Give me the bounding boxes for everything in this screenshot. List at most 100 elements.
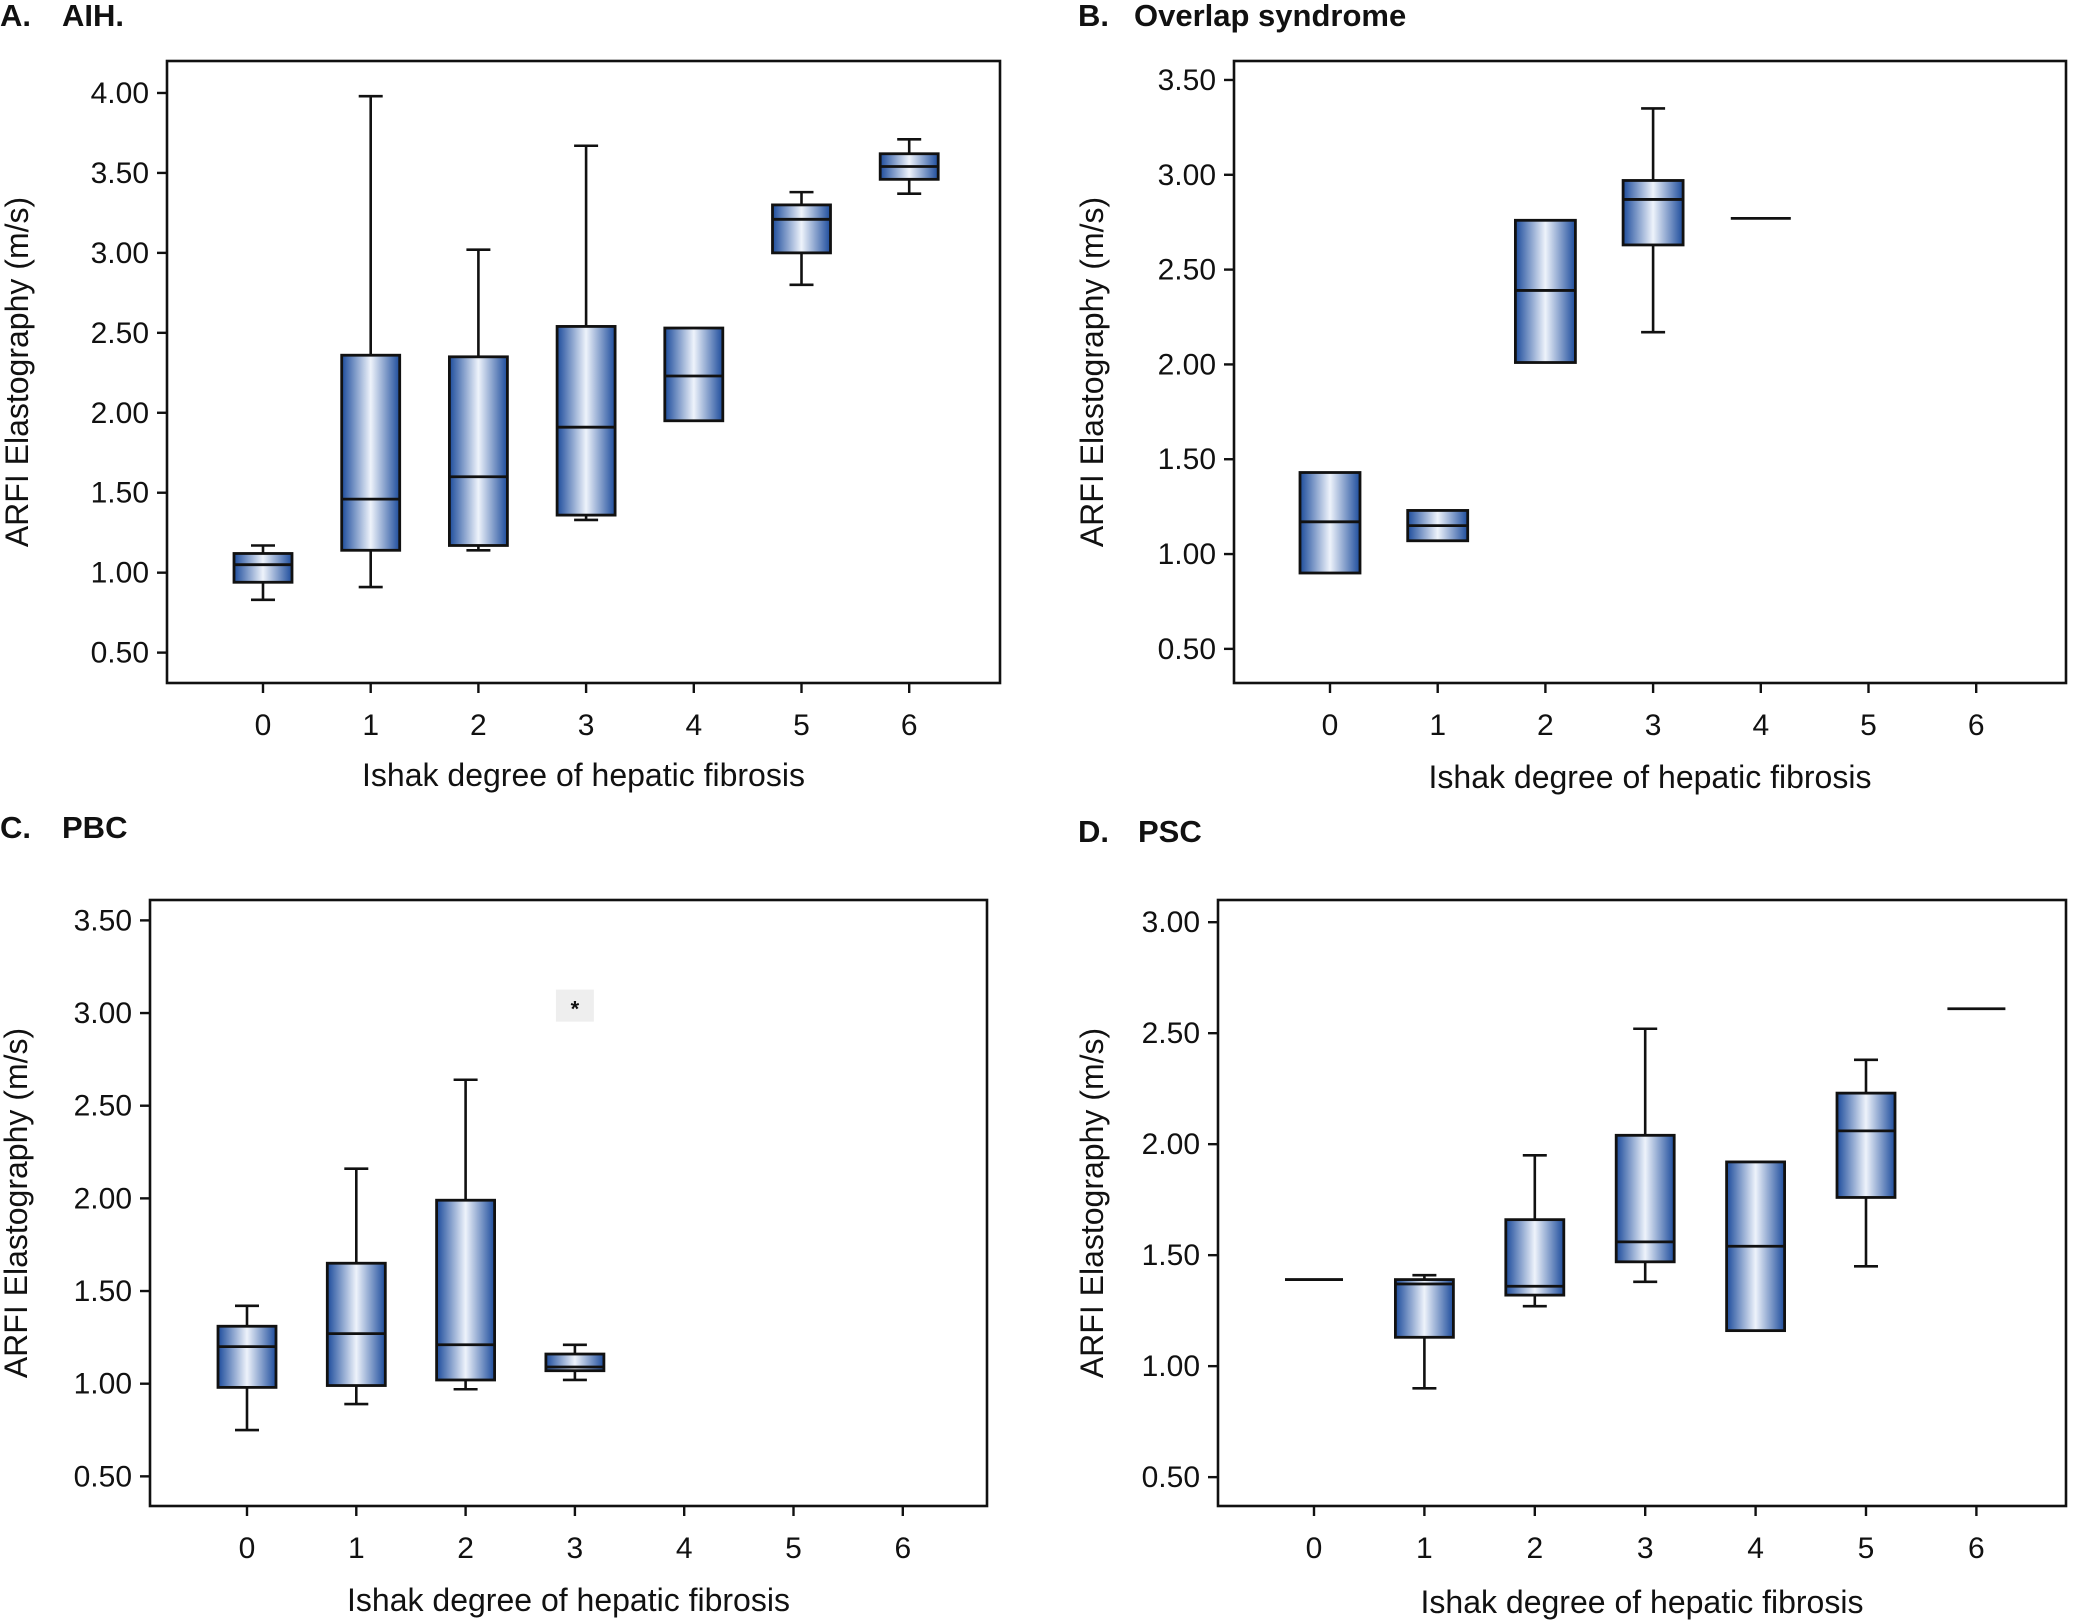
- panel-1: A. AIH. 0.50 1.00 1.50 2.00 2.50 3.00 3.50 4.00 0 1…: [0, 0, 1002, 793]
- x-tick-label: 5: [785, 1532, 802, 1565]
- iqr-box: [1621, 179, 1685, 247]
- plot-frame: [165, 59, 1002, 685]
- y-tick-label: 3.50: [1158, 64, 1216, 97]
- x-tick-label: 2: [470, 709, 487, 742]
- y-axis-title: ARFI Elastography (m/s): [0, 1028, 34, 1378]
- y-tick-label: 0.50: [1142, 1461, 1200, 1494]
- box-2: [447, 248, 509, 552]
- plot-frame: [1216, 898, 2068, 1508]
- box-2: [435, 1078, 497, 1391]
- y-tick-label: 2.00: [74, 1182, 132, 1215]
- box-0: [1298, 471, 1362, 575]
- box-1: [1406, 509, 1470, 543]
- panel-title: Overlap syndrome: [1134, 0, 1406, 33]
- x-tick-label: 1: [1416, 1532, 1433, 1565]
- y-tick-label: 3.00: [74, 997, 132, 1030]
- box-0: [232, 544, 294, 602]
- y-tick-label: 1.00: [91, 557, 149, 590]
- box-4: [1725, 1160, 1786, 1333]
- iqr-box: [216, 1324, 278, 1389]
- y-tick-label: 1.00: [1158, 538, 1216, 571]
- iqr-box: [435, 1198, 497, 1382]
- y-tick-label: 0.50: [91, 637, 149, 670]
- x-axis-title: Ishak degree of hepatic fibrosis: [1429, 759, 1872, 795]
- x-tick-label: 2: [1526, 1532, 1543, 1565]
- y-tick-label: 2.50: [1158, 254, 1216, 287]
- iqr-box: [1504, 1218, 1566, 1297]
- panel-title: PSC: [1138, 814, 1202, 849]
- iqr-box: [663, 326, 725, 423]
- x-tick-label: 6: [894, 1532, 911, 1565]
- y-tick-label: 3.00: [1158, 159, 1216, 192]
- x-tick-label: 4: [1752, 709, 1769, 742]
- y-tick-label: 3.00: [1142, 906, 1200, 939]
- x-tick-label: 1: [1429, 709, 1446, 742]
- y-tick-label: 2.00: [91, 397, 149, 430]
- x-tick-label: 3: [567, 1532, 584, 1565]
- iqr-box: [447, 355, 509, 547]
- iqr-box: [555, 325, 617, 517]
- x-tick-label: 0: [1306, 1532, 1323, 1565]
- y-axis-title: ARFI Elastography (m/s): [1074, 197, 1110, 547]
- iqr-box: [771, 203, 832, 255]
- box-1: [325, 1167, 387, 1406]
- panel-4: D. PSC 0.50 1.00 1.50 2.00 2.50 3.00 0 1 2 3 4 5 6 Isha…: [1074, 814, 2068, 1620]
- box-5: [771, 190, 832, 287]
- x-tick-label: 4: [1747, 1532, 1764, 1565]
- y-tick-label: 1.50: [91, 477, 149, 510]
- y-axis-title: ARFI Elastography (m/s): [0, 197, 35, 547]
- panel-letter: C.: [0, 810, 31, 845]
- x-tick-label: 0: [255, 709, 272, 742]
- panel-letter: D.: [1078, 814, 1109, 849]
- y-tick-label: 1.50: [1158, 443, 1216, 476]
- x-tick-label: 3: [578, 709, 595, 742]
- box-4: [663, 326, 725, 423]
- outlier-background: [555, 989, 594, 1022]
- box-0: [216, 1304, 278, 1432]
- x-tick-label: 5: [1858, 1532, 1875, 1565]
- box-6: [878, 138, 940, 196]
- y-tick-label: 1.00: [74, 1368, 132, 1401]
- iqr-box: [325, 1261, 387, 1387]
- x-tick-label: 5: [793, 709, 810, 742]
- plot-frame: [1232, 59, 2068, 685]
- y-tick-label: 1.50: [74, 1275, 132, 1308]
- box-5: [1835, 1058, 1897, 1268]
- iqr-box: [232, 552, 294, 584]
- y-tick-label: 1.00: [1142, 1350, 1200, 1383]
- box-2: [1504, 1153, 1566, 1308]
- y-tick-label: 0.50: [1158, 633, 1216, 666]
- x-axis-title: Ishak degree of hepatic fibrosis: [362, 757, 805, 793]
- box-3: [555, 144, 617, 522]
- panel-title: PBC: [62, 810, 127, 845]
- x-tick-label: 1: [362, 709, 379, 742]
- x-tick-label: 1: [348, 1532, 365, 1565]
- outlier-asterisk: *: [571, 997, 580, 1022]
- y-tick-label: 3.50: [74, 904, 132, 937]
- y-axis-title: ARFI Elastography (m/s): [1074, 1028, 1110, 1378]
- x-tick-label: 3: [1645, 709, 1662, 742]
- box-3: [1621, 107, 1685, 334]
- box-2: [1514, 218, 1577, 364]
- x-tick-label: 4: [685, 709, 702, 742]
- x-tick-label: 0: [239, 1532, 256, 1565]
- y-tick-label: 2.50: [74, 1090, 132, 1123]
- x-tick-label: 2: [457, 1532, 474, 1565]
- y-tick-label: 1.50: [1142, 1239, 1200, 1272]
- x-tick-label: 6: [901, 709, 918, 742]
- box-3: [1614, 1027, 1676, 1284]
- y-tick-label: 3.50: [91, 157, 149, 190]
- iqr-box: [1835, 1091, 1897, 1199]
- outlier-marker: *: [555, 989, 594, 1022]
- y-tick-label: 3.00: [91, 237, 149, 270]
- x-tick-label: 6: [1968, 1532, 1985, 1565]
- box-3: [544, 1343, 606, 1382]
- x-tick-label: 5: [1860, 709, 1877, 742]
- y-tick-label: 4.00: [91, 77, 149, 110]
- box-1: [340, 94, 402, 589]
- x-tick-label: 0: [1322, 709, 1339, 742]
- x-axis-title: Ishak degree of hepatic fibrosis: [347, 1582, 790, 1618]
- iqr-box: [1394, 1278, 1455, 1339]
- box-1: [1394, 1273, 1455, 1390]
